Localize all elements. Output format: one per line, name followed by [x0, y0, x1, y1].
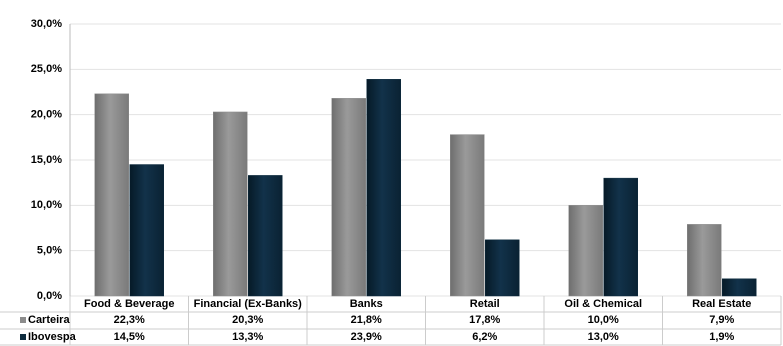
table-value: 13,0%: [588, 331, 619, 343]
table-value: 23,9%: [351, 331, 382, 343]
x-tick-label: Oil & Chemical: [564, 298, 642, 310]
table-value: 21,8%: [351, 314, 382, 326]
table-value: 7,9%: [709, 314, 734, 326]
table-value: 10,0%: [588, 314, 619, 326]
y-tick-label: 10,0%: [31, 199, 62, 211]
y-tick-label: 0,0%: [37, 290, 62, 302]
legend-label: Carteira: [28, 314, 70, 326]
y-tick-label: 20,0%: [31, 109, 62, 121]
table-value: 22,3%: [114, 314, 145, 326]
y-tick-label: 25,0%: [31, 63, 62, 75]
legend-swatch: [20, 334, 26, 340]
bar: [485, 239, 520, 297]
x-tick-label: Real Estate: [692, 298, 751, 310]
table-value: 6,2%: [472, 331, 497, 343]
y-tick-label: 30,0%: [31, 18, 62, 30]
y-tick-label: 15,0%: [31, 154, 62, 166]
table-value: 14,5%: [114, 331, 145, 343]
bar: [248, 175, 283, 297]
bar: [568, 205, 603, 297]
legend-label: Ibovespa: [28, 331, 77, 343]
x-tick-label: Financial (Ex-Banks): [194, 298, 303, 310]
legend-swatch: [20, 317, 26, 323]
table-value: 20,3%: [232, 314, 263, 326]
bar: [450, 134, 485, 297]
bar: [366, 79, 401, 297]
bar: [129, 164, 164, 297]
table-value: 1,9%: [709, 331, 734, 343]
bar: [722, 278, 757, 297]
bar: [331, 98, 366, 297]
table-value: 17,8%: [469, 314, 500, 326]
bar: [94, 93, 129, 297]
x-tick-label: Banks: [350, 298, 383, 310]
y-tick-label: 5,0%: [37, 245, 62, 257]
x-tick-label: Retail: [470, 298, 500, 310]
x-tick-label: Food & Beverage: [84, 298, 174, 310]
table-value: 13,3%: [232, 331, 263, 343]
bar: [213, 111, 248, 297]
bar: [603, 177, 638, 297]
bar: [687, 224, 722, 297]
